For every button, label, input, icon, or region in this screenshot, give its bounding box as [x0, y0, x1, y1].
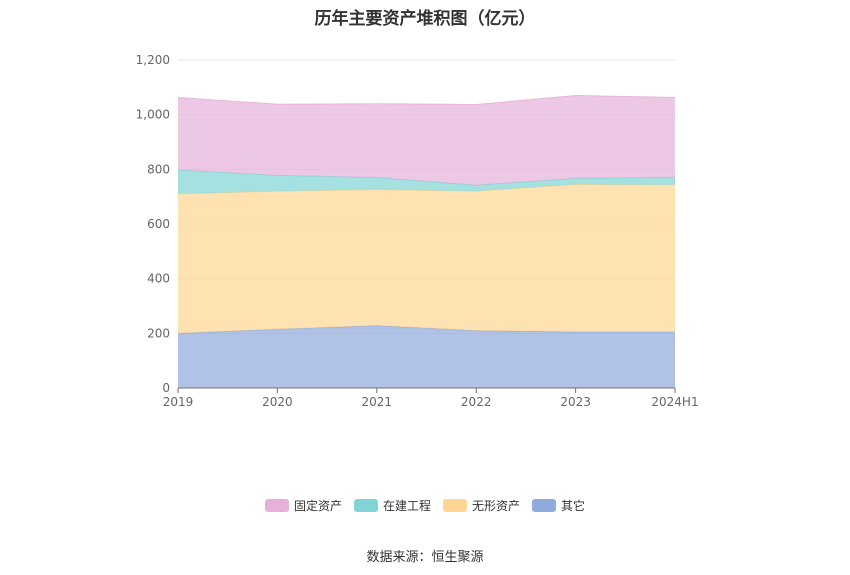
- legend-label: 在建工程: [382, 499, 431, 513]
- series-line-3: [177, 95, 676, 106]
- x-tick-label: 2023: [560, 395, 591, 409]
- x-tick-label: 2024H1: [651, 395, 698, 409]
- legend-item[interactable]: 在建工程: [353, 497, 431, 514]
- y-tick-label: 0: [162, 381, 170, 395]
- legend-item[interactable]: 固定资产: [264, 497, 342, 514]
- legend-swatch: [532, 499, 557, 512]
- data-source: 数据来源：恒生聚源: [366, 550, 484, 565]
- legend-label: 固定资产: [293, 499, 342, 513]
- area-3: [178, 95, 675, 186]
- y-tick-label: 1,200: [136, 53, 170, 67]
- legend-item[interactable]: 其它: [532, 497, 585, 514]
- y-tick-label: 800: [147, 162, 170, 176]
- legend-swatch: [443, 499, 467, 512]
- y-tick-label: 400: [147, 272, 170, 286]
- x-tick-label: 2022: [461, 395, 492, 409]
- y-tick-label: 600: [147, 217, 170, 231]
- legend-label: 无形资产: [472, 499, 521, 513]
- area-0: [178, 325, 675, 388]
- area-1: [178, 184, 675, 334]
- legend-label: 其它: [561, 499, 586, 513]
- x-tick-label: 2021: [362, 395, 393, 409]
- chart-title: 历年主要资产堆积图（亿元）: [314, 9, 536, 29]
- axes: 0 200 400 600 800 1,000 1,200 2019 2020 2021 2022 2…: [136, 53, 699, 409]
- legend-swatch: [353, 499, 378, 512]
- y-tick-label: 200: [147, 326, 170, 340]
- legend: 固定资产 在建工程 无形资产 其它: [0, 497, 850, 514]
- legend-item[interactable]: 无形资产: [443, 497, 520, 514]
- area-series: [177, 95, 676, 388]
- y-tick-label: 1,000: [136, 108, 170, 122]
- legend-swatch: [264, 499, 289, 512]
- x-tick-label: 2019: [163, 395, 194, 409]
- x-tick-label: 2020: [262, 395, 293, 409]
